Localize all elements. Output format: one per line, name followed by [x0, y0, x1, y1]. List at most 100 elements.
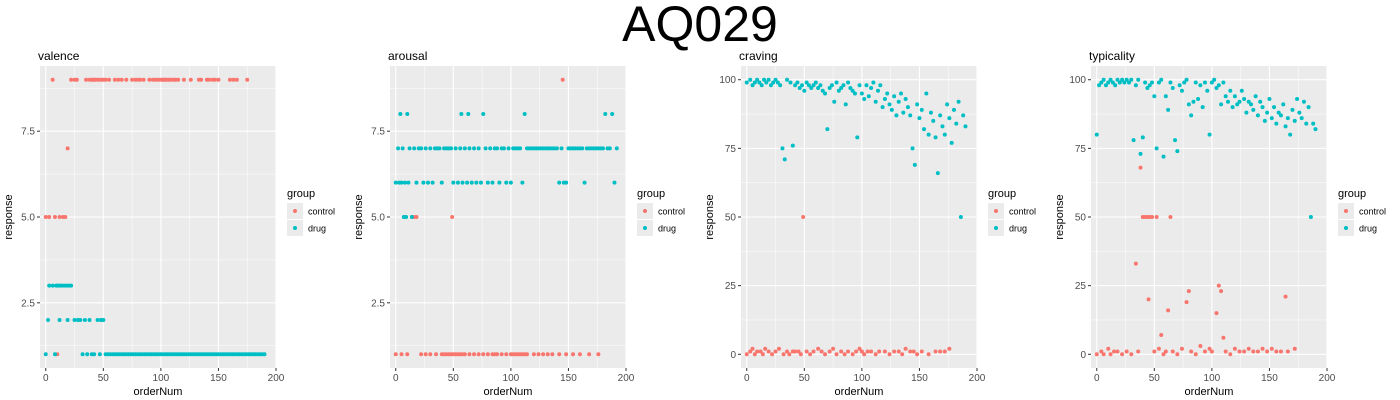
data-point-control: [1237, 349, 1242, 354]
data-point-control: [1228, 352, 1233, 357]
data-point-drug: [806, 83, 811, 88]
data-point-drug: [69, 283, 74, 288]
x-tick-label: 50: [799, 373, 811, 384]
data-point-control: [245, 77, 250, 82]
data-point-control: [1163, 349, 1168, 354]
data-point-drug: [880, 105, 885, 110]
y-tick-label: 0: [1080, 350, 1086, 361]
x-tick-label: 100: [1204, 373, 1221, 384]
data-point-control: [63, 215, 68, 219]
data-point-drug: [472, 146, 477, 151]
data-point-drug: [1299, 116, 1304, 121]
data-point-drug: [430, 180, 435, 185]
data-point-drug: [1306, 105, 1311, 110]
legend-label-drug: drug: [1359, 224, 1377, 234]
data-point-control: [933, 349, 938, 354]
data-point-drug: [95, 317, 100, 322]
data-point-drug: [495, 146, 500, 151]
data-point-drug: [451, 180, 456, 185]
data-point-drug: [850, 88, 855, 93]
data-point-control: [1269, 346, 1274, 351]
data-point-drug: [809, 85, 814, 90]
data-point-drug: [1255, 113, 1260, 118]
data-point-control: [116, 77, 121, 82]
data-point-drug: [1133, 83, 1138, 88]
data-point-drug: [1173, 138, 1178, 143]
data-point-drug: [406, 180, 411, 185]
data-point-control: [199, 77, 204, 82]
data-point-drug: [407, 146, 412, 151]
data-point-drug: [600, 146, 605, 151]
data-point-control: [1198, 344, 1203, 349]
data-point-drug: [1290, 107, 1295, 112]
y-tick-label: 5.0: [21, 213, 35, 224]
data-point-drug: [804, 80, 809, 85]
data-point-drug: [1209, 80, 1214, 85]
data-point-drug: [1230, 105, 1235, 110]
data-point-drug: [780, 146, 785, 151]
data-point-control: [1150, 215, 1155, 219]
data-point-control: [472, 352, 477, 357]
data-point-drug: [559, 146, 564, 151]
data-point-control: [1138, 165, 1143, 170]
x-tick-label: 150: [1261, 373, 1278, 384]
legend-title: group: [637, 188, 665, 200]
data-point-drug: [811, 83, 816, 88]
data-point-drug: [610, 112, 615, 117]
data-point-drug: [474, 180, 479, 185]
data-point-control: [74, 77, 79, 82]
data-point-control: [1202, 349, 1207, 354]
data-point-drug: [1292, 118, 1297, 123]
data-point-control: [1260, 346, 1265, 351]
data-point-drug: [1147, 83, 1152, 88]
data-point-drug: [912, 162, 917, 167]
data-point-drug: [425, 180, 430, 185]
y-tick-label: 50: [725, 213, 737, 224]
legend-label-control: control: [658, 207, 685, 217]
data-point-drug: [1200, 105, 1205, 110]
data-point-drug: [1249, 102, 1254, 107]
data-point-control: [1170, 349, 1175, 354]
data-point-drug: [1115, 77, 1120, 82]
legend-title: group: [287, 188, 315, 200]
x-tick-label: 100: [503, 373, 520, 384]
x-tick-label: 150: [911, 373, 928, 384]
data-point-control: [766, 349, 771, 354]
data-point-control: [1166, 308, 1171, 313]
data-point-control: [804, 349, 809, 354]
data-point-drug: [768, 83, 773, 88]
data-point-control: [1154, 215, 1159, 219]
data-point-control: [873, 352, 878, 357]
data-point-drug: [1175, 149, 1180, 154]
data-point-drug: [485, 180, 490, 185]
data-point-control: [1133, 261, 1138, 266]
data-point-drug: [1278, 113, 1283, 118]
data-point-control: [850, 352, 855, 357]
y-axis-label: response: [3, 194, 15, 239]
data-point-control: [1278, 349, 1283, 354]
data-point-drug: [1219, 102, 1224, 107]
data-point-control: [1216, 283, 1221, 288]
data-point-control: [862, 352, 867, 357]
legend-marker-drug: [994, 226, 998, 230]
data-point-drug: [764, 80, 769, 85]
data-point-drug: [922, 127, 927, 132]
data-point-drug: [1223, 94, 1228, 99]
data-point-control: [1094, 352, 1099, 357]
data-point-drug: [490, 180, 495, 185]
data-point-drug: [857, 83, 862, 88]
data-point-control: [428, 352, 433, 357]
data-point-control: [1189, 349, 1194, 354]
data-point-drug: [1154, 146, 1159, 151]
data-point-drug: [1272, 105, 1277, 110]
data-point-drug: [836, 88, 841, 93]
data-point-control: [227, 77, 232, 82]
data-point-drug: [1242, 96, 1247, 101]
data-point-drug: [1145, 85, 1150, 90]
data-point-control: [1223, 349, 1228, 354]
data-point-drug: [1120, 77, 1125, 82]
legend-title: group: [988, 188, 1016, 200]
data-point-drug: [1108, 77, 1113, 82]
data-point-drug: [956, 99, 961, 104]
data-point-drug: [455, 180, 460, 185]
